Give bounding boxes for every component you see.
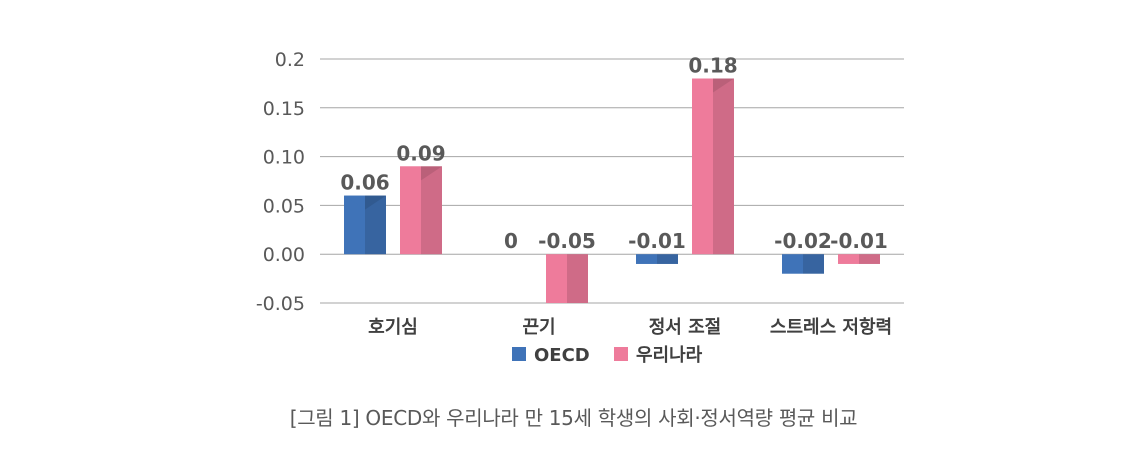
bar-bevel <box>365 195 386 210</box>
category-label: 호기심 <box>368 317 418 338</box>
data-label: -0.02 <box>774 229 832 253</box>
bar <box>636 254 678 264</box>
bar-face-left <box>546 254 567 303</box>
bar-face-right <box>859 254 880 264</box>
bar-face-right <box>713 78 734 255</box>
bar-face-left <box>782 254 803 274</box>
y-tick-label: 0.2 <box>275 49 305 71</box>
bar-bevel <box>400 166 421 181</box>
bar-face-left <box>692 78 713 255</box>
data-label: -0.01 <box>628 229 686 253</box>
bar-face-left <box>636 254 657 264</box>
data-labels: 0.060.090 -0.05 -0.010.18-0.02-0.01 <box>340 54 888 254</box>
y-tick-label: 0.15 <box>263 98 305 120</box>
bar <box>782 254 824 274</box>
data-label: 0.18 <box>688 54 737 78</box>
bar-bevel <box>421 166 442 181</box>
x-axis-categories: 호기심 끈기 정서 조절 스트레스 저항력 <box>368 317 892 338</box>
bar-face-right <box>567 254 588 303</box>
data-label: 0.09 <box>396 141 445 165</box>
bar-face-right <box>657 254 678 264</box>
data-label: 0.06 <box>340 171 389 195</box>
bar-bevel <box>344 195 365 210</box>
data-label: 0 <box>504 229 518 253</box>
bar-bevel <box>713 78 734 93</box>
data-label: -0.01 <box>830 229 888 253</box>
bars <box>344 78 880 303</box>
legend-swatch <box>614 347 628 361</box>
bar <box>838 254 880 264</box>
y-tick-label: 0.10 <box>263 147 305 169</box>
bar-face-right <box>803 254 824 274</box>
bar-face-left <box>400 166 421 255</box>
legend-label: 우리나라 <box>636 345 703 366</box>
bar <box>692 78 734 255</box>
bar-chart: -0.050.000.050.100.150.2 0.060.090 -0.05-… <box>256 49 904 366</box>
bar <box>400 166 442 255</box>
data-label: -0.05 <box>538 229 596 253</box>
bar-bevel <box>692 78 713 93</box>
y-tick-label: 0.00 <box>263 244 305 266</box>
bar-face-right <box>421 166 442 255</box>
category-label: 끈기 <box>522 317 555 338</box>
y-tick-label: -0.05 <box>256 293 305 315</box>
legend-label: OECD <box>534 345 590 366</box>
figure-caption: [그림 1] OECD와 우리나라 만 15세 학생의 사회·정서역량 평균 비… <box>289 406 858 430</box>
bar-face-left <box>344 195 365 255</box>
category-label: 정서 조절 <box>649 317 722 338</box>
bar <box>546 254 588 303</box>
category-label: 스트레스 저항력 <box>770 317 892 338</box>
bar <box>344 195 386 255</box>
y-axis-ticks: -0.05 0.00 0.05 0.10 0.15 0.2 <box>256 49 305 315</box>
y-tick-label: 0.05 <box>263 195 305 217</box>
bar-face-right <box>365 195 386 255</box>
legend: OECD 우리나라 <box>512 345 703 366</box>
legend-swatch <box>512 347 526 361</box>
bar-face-left <box>838 254 859 264</box>
